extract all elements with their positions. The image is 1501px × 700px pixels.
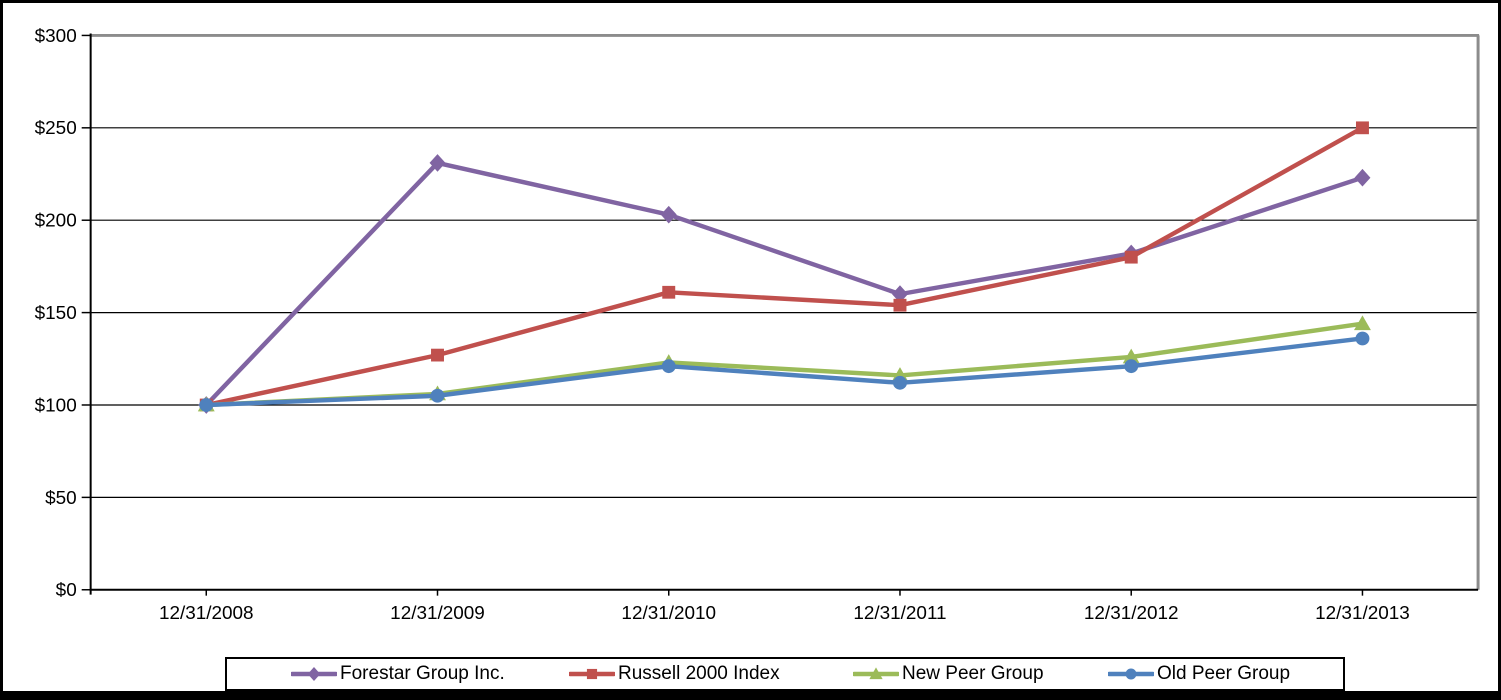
legend-label: Russell 2000 Index	[618, 663, 780, 684]
legend-item-old-peer-group: Old Peer Group	[1108, 663, 1290, 685]
legend-label: New Peer Group	[902, 663, 1044, 684]
svg-text:12/31/2011: 12/31/2011	[853, 602, 946, 623]
legend-item-forestar-group: Forestar Group Inc.	[291, 663, 505, 685]
legend-item-new-peer-group: New Peer Group	[853, 663, 1044, 685]
chart-legend: Forestar Group Inc. Russell 2000 Index N…	[225, 657, 1345, 691]
legend-label: Old Peer Group	[1157, 663, 1291, 684]
svg-text:12/31/2013: 12/31/2013	[1315, 602, 1410, 623]
svg-text:12/31/2010: 12/31/2010	[621, 602, 716, 623]
square-marker-icon	[569, 668, 615, 680]
circle-marker-icon	[1108, 668, 1154, 680]
svg-text:12/31/2012: 12/31/2012	[1084, 602, 1179, 623]
triangle-marker-icon	[853, 667, 899, 680]
legend-item-russell-2000: Russell 2000 Index	[569, 663, 780, 685]
svg-text:$200: $200	[35, 210, 77, 231]
svg-text:12/31/2009: 12/31/2009	[390, 602, 485, 623]
svg-text:$50: $50	[45, 487, 77, 508]
svg-text:$100: $100	[35, 394, 77, 415]
legend-label: Forestar Group Inc.	[340, 663, 505, 684]
svg-text:$0: $0	[56, 579, 77, 600]
diamond-marker-icon	[291, 666, 337, 682]
svg-text:12/31/2008: 12/31/2008	[159, 602, 254, 623]
svg-text:$150: $150	[35, 302, 77, 323]
total-return-line-chart: $0 $50 $100 $150 $200 $250 $300 12/31/2008 12/31…	[35, 25, 1480, 623]
svg-text:$300: $300	[35, 25, 77, 46]
svg-text:$250: $250	[35, 117, 77, 138]
